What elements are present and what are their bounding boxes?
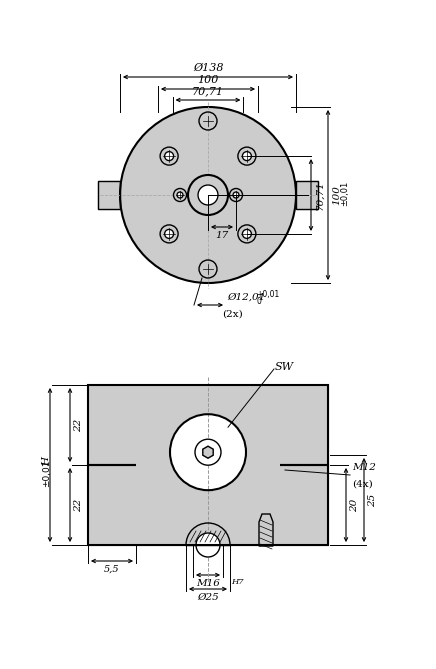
Text: 17: 17	[215, 231, 228, 240]
Polygon shape	[203, 446, 213, 458]
Text: 22: 22	[74, 498, 83, 512]
Circle shape	[177, 192, 183, 198]
Text: 100: 100	[198, 75, 219, 85]
Text: 0: 0	[256, 297, 261, 306]
Text: Ø25: Ø25	[197, 593, 219, 602]
Text: 70,71: 70,71	[192, 86, 224, 96]
Text: Ø138: Ø138	[193, 63, 223, 73]
Circle shape	[165, 152, 174, 161]
Circle shape	[229, 189, 242, 201]
Circle shape	[242, 229, 252, 238]
Text: H: H	[42, 456, 51, 466]
Polygon shape	[259, 514, 273, 546]
Circle shape	[199, 112, 217, 130]
Circle shape	[195, 440, 221, 465]
Circle shape	[196, 533, 220, 557]
Text: SW: SW	[275, 362, 294, 372]
Text: M16: M16	[196, 579, 220, 588]
Circle shape	[165, 229, 174, 238]
Circle shape	[198, 185, 218, 205]
Text: ±0,01: ±0,01	[340, 181, 349, 205]
Polygon shape	[88, 385, 328, 545]
Circle shape	[233, 192, 239, 198]
Circle shape	[174, 189, 187, 201]
Polygon shape	[296, 181, 318, 209]
Circle shape	[160, 225, 178, 243]
Text: Ø12,01: Ø12,01	[227, 293, 265, 302]
Text: ±0,01: ±0,01	[42, 459, 51, 487]
Text: 5,5: 5,5	[104, 565, 120, 574]
Text: 22: 22	[74, 418, 83, 432]
Circle shape	[238, 147, 256, 165]
Text: 70,71: 70,71	[315, 180, 324, 210]
Text: 20: 20	[350, 498, 359, 512]
Wedge shape	[186, 523, 230, 545]
Polygon shape	[98, 181, 120, 209]
Text: (4x): (4x)	[352, 480, 373, 489]
Text: +0,01: +0,01	[256, 290, 279, 299]
Text: M12: M12	[352, 463, 376, 472]
Circle shape	[170, 414, 246, 490]
Text: 25: 25	[368, 493, 377, 506]
Circle shape	[120, 107, 296, 283]
Text: 100: 100	[332, 185, 341, 205]
Text: H7: H7	[231, 578, 244, 586]
Circle shape	[238, 225, 256, 243]
Text: (2x): (2x)	[222, 310, 243, 319]
Circle shape	[199, 260, 217, 278]
Circle shape	[242, 152, 252, 161]
Circle shape	[188, 175, 228, 215]
Circle shape	[160, 147, 178, 165]
